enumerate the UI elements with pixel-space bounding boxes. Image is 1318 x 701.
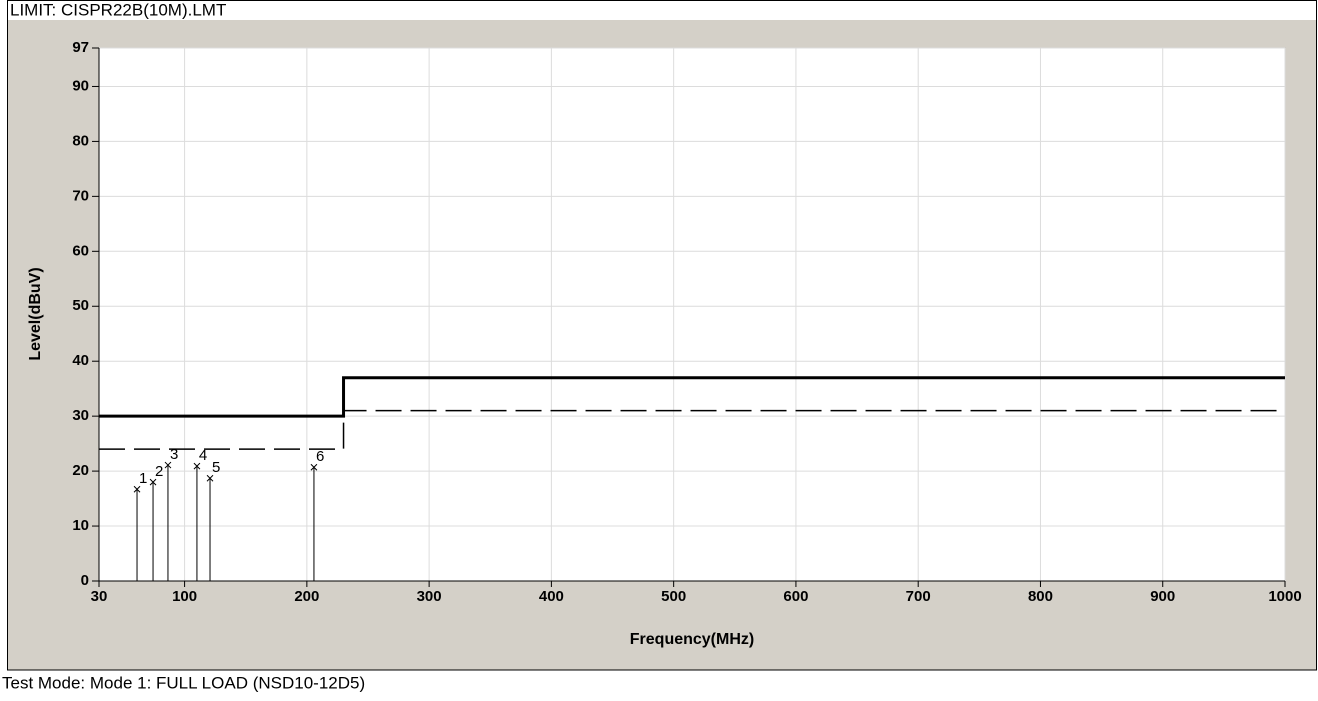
y-tick-label: 20 <box>72 462 89 479</box>
limit-line <box>99 409 1285 450</box>
x-tick-label: 700 <box>906 588 931 605</box>
y-tick-label: 0 <box>81 572 89 589</box>
x-tick-label: 1000 <box>1268 588 1301 605</box>
y-tick-label: 60 <box>72 242 89 259</box>
y-tick-label: 10 <box>72 517 89 534</box>
footer-text: Test Mode: Mode 1: FULL LOAD (NSD10-12D5… <box>2 673 365 692</box>
frame <box>7 0 1317 671</box>
header-title: LIMIT: CISPR22B(10M).LMT <box>10 0 226 19</box>
marker-label: 2 <box>155 463 163 480</box>
x-tick-label: 200 <box>294 588 319 605</box>
limit-line <box>99 376 1285 418</box>
x-tick-label: 100 <box>172 588 197 605</box>
x-tick-label: 30 <box>91 588 108 605</box>
y-axis-label: Level(dBuV) <box>27 267 44 360</box>
y-tick-label: 90 <box>72 77 89 94</box>
marker-label: 4 <box>199 447 207 464</box>
marker-cross <box>206 474 214 482</box>
marker-cross <box>149 478 157 486</box>
x-axis-label: Frequency(MHz) <box>630 631 754 648</box>
plot-area <box>98 47 1286 582</box>
x-tick-label: 800 <box>1028 588 1053 605</box>
marker-label: 3 <box>170 446 178 463</box>
x-tick-label: 300 <box>417 588 442 605</box>
marker-label: 6 <box>316 448 324 465</box>
x-tick-label: 900 <box>1150 588 1175 605</box>
y-tick-label: 80 <box>72 132 89 149</box>
y-tick-label: 97 <box>72 39 89 56</box>
marker-cross <box>310 463 318 471</box>
x-tick-label: 500 <box>661 588 686 605</box>
marker-label: 1 <box>139 470 147 487</box>
x-tick-label: 600 <box>783 588 808 605</box>
marker-cross <box>133 485 141 493</box>
y-tick-label: 40 <box>72 352 89 369</box>
y-tick-label: 50 <box>72 297 89 314</box>
x-tick-label: 400 <box>539 588 564 605</box>
marker-cross <box>164 461 172 469</box>
marker-cross <box>193 462 201 470</box>
y-tick-label: 70 <box>72 187 89 204</box>
marker-label: 5 <box>212 459 220 476</box>
y-tick-label: 30 <box>72 407 89 424</box>
